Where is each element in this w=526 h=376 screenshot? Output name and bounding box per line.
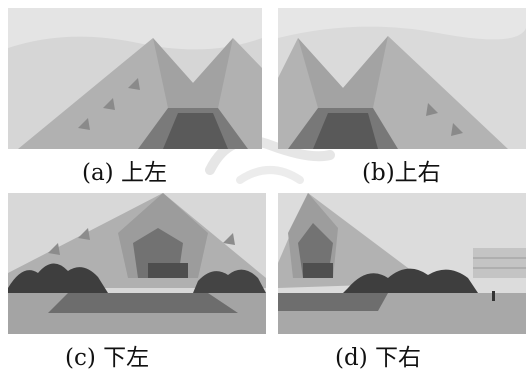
building-photo-bottom-left (8, 193, 266, 334)
building-photo-top-right (278, 8, 526, 149)
caption-bottom-right: (d) 下右 (335, 345, 421, 371)
photo-top-left (8, 8, 262, 149)
photo-top-right (278, 8, 526, 149)
photo-bottom-left (8, 193, 266, 334)
building-photo-bottom-right (278, 193, 526, 334)
building-photo-top-left (8, 8, 262, 149)
photo-bottom-right (278, 193, 526, 334)
caption-top-left: (a) 上左 (82, 160, 167, 186)
caption-bottom-left: (c) 下左 (65, 345, 150, 371)
caption-top-right: (b)上右 (362, 160, 441, 186)
